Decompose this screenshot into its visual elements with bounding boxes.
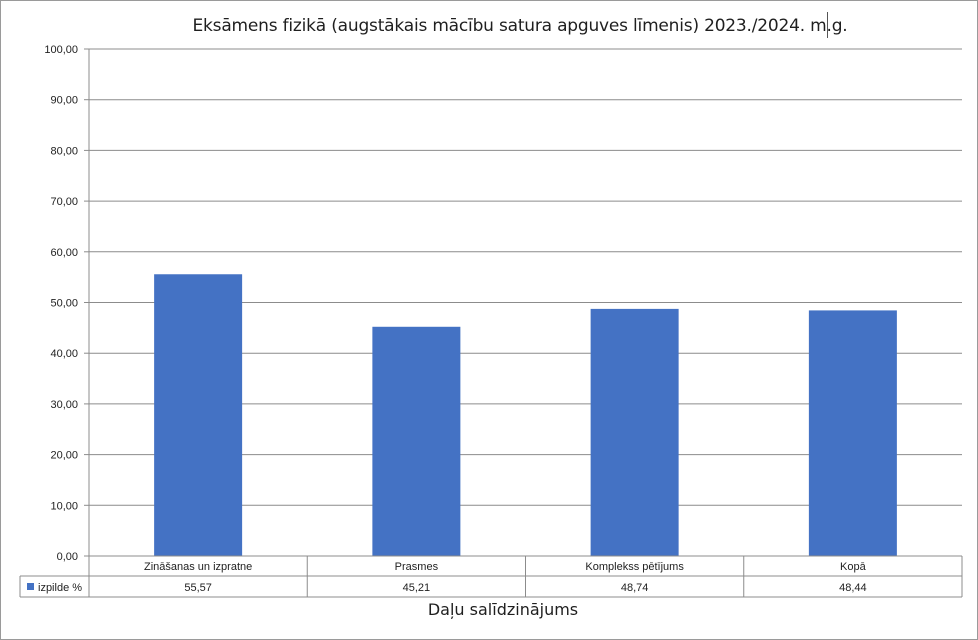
x-tick-label: Zināšanas un izpratne <box>144 561 252 573</box>
y-tick-label: 90,00 <box>50 95 78 107</box>
x-tick-label: Komplekss pētījums <box>585 561 684 573</box>
bar <box>808 310 897 556</box>
bar <box>372 326 461 556</box>
x-tick-label: Kopā <box>840 561 867 573</box>
y-tick-label: 0,00 <box>57 551 78 563</box>
bar <box>590 308 679 556</box>
y-tick-label: 50,00 <box>50 298 78 310</box>
y-tick-label: 70,00 <box>50 196 78 208</box>
chart-title: Eksāmens fizikā (augstākais mācību satur… <box>192 16 848 36</box>
y-tick-label: 80,00 <box>50 145 78 157</box>
data-label: 45,21 <box>403 582 431 594</box>
y-tick-label: 100,00 <box>44 44 78 56</box>
y-tick-label: 30,00 <box>50 399 78 411</box>
legend-label: izpilde % <box>38 582 82 594</box>
y-tick-label: 20,00 <box>50 450 78 462</box>
data-label: 55,57 <box>184 582 212 594</box>
data-label: 48,44 <box>839 582 867 594</box>
legend-swatch <box>27 583 34 590</box>
y-tick-label: 60,00 <box>50 247 78 259</box>
bar <box>154 274 243 556</box>
y-tick-label: 40,00 <box>50 348 78 360</box>
text-cursor <box>827 12 828 38</box>
x-axis-label: Daļu salīdzinājums <box>427 600 579 619</box>
y-tick-label: 10,00 <box>50 500 78 512</box>
x-tick-label: Prasmes <box>395 561 439 573</box>
data-label: 48,74 <box>621 582 649 594</box>
